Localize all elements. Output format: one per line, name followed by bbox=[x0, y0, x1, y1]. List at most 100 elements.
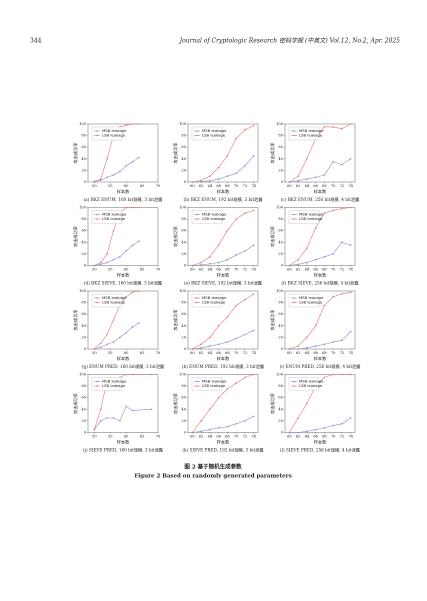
data-point bbox=[332, 296, 334, 298]
data-point bbox=[297, 175, 299, 177]
subplot-caption: (i) ENUM PRED, 256 bit规模, 4 bit泄露 bbox=[280, 363, 362, 370]
legend-box bbox=[288, 210, 320, 224]
x-tick-label: 62 bbox=[296, 351, 301, 355]
data-point bbox=[226, 388, 229, 390]
x-tick-label: 70 bbox=[331, 184, 336, 188]
x-tick-label: 60 bbox=[287, 184, 292, 188]
series-line bbox=[289, 331, 351, 350]
y-tick-label: 80 bbox=[81, 217, 86, 221]
y-tick-label: 60 bbox=[278, 145, 283, 149]
legend-label: MSB leakage bbox=[102, 128, 127, 133]
data-point bbox=[252, 244, 255, 246]
x-tick-label: 74 bbox=[251, 268, 256, 272]
y-tick-label: 40 bbox=[278, 240, 283, 244]
y-tick-label: 0 bbox=[281, 347, 284, 351]
x-tick-label: 60 bbox=[287, 435, 292, 439]
x-tick-label: 60 bbox=[287, 351, 292, 355]
legend-marker bbox=[196, 297, 198, 299]
y-tick-label: 100 bbox=[79, 122, 87, 126]
data-point bbox=[252, 329, 255, 332]
x-tick-label: 74 bbox=[251, 435, 256, 439]
subplot-caption: (h) ENUM PRED, 192 bit规模, 3 bit泄露 bbox=[182, 363, 265, 370]
x-tick-label: 68 bbox=[225, 435, 230, 439]
x-tick-label: 60 bbox=[124, 268, 129, 272]
y-tick-label: 40 bbox=[81, 157, 86, 161]
data-point bbox=[99, 263, 102, 266]
x-tick-label: 50 bbox=[92, 184, 97, 188]
x-tick-label: 66 bbox=[216, 351, 221, 355]
data-point bbox=[150, 408, 153, 411]
y-axis-label: 攻击成功率 bbox=[72, 226, 79, 247]
data-point bbox=[217, 427, 220, 429]
x-tick-label: 50 bbox=[92, 268, 97, 272]
data-point bbox=[323, 304, 326, 307]
y-tick-label: 100 bbox=[179, 206, 187, 210]
y-tick-label: 0 bbox=[281, 431, 284, 435]
data-point bbox=[288, 431, 291, 434]
legend-label: MSB leakage bbox=[299, 212, 324, 217]
data-point bbox=[252, 415, 255, 418]
data-point bbox=[235, 137, 237, 140]
y-tick-label: 20 bbox=[81, 252, 86, 256]
data-point bbox=[200, 347, 202, 349]
data-point bbox=[200, 430, 202, 433]
x-tick-label: 72 bbox=[340, 184, 345, 188]
y-tick-label: 0 bbox=[84, 431, 87, 435]
x-tick-label: 70 bbox=[234, 184, 239, 188]
x-tick-label: 65 bbox=[140, 184, 145, 188]
x-tick-label: 60 bbox=[124, 184, 129, 188]
data-point bbox=[314, 345, 317, 347]
data-point bbox=[314, 325, 317, 327]
data-point bbox=[200, 420, 202, 422]
legend-marker bbox=[196, 134, 198, 137]
x-axis-label: 样本数 bbox=[314, 272, 327, 279]
x-tick-label: 72 bbox=[340, 435, 345, 439]
data-point bbox=[125, 164, 127, 167]
legend-label: MSB leakage bbox=[202, 295, 227, 300]
data-point bbox=[125, 296, 127, 298]
y-tick-label: 0 bbox=[184, 347, 187, 351]
x-tick-label: 70 bbox=[156, 184, 161, 188]
data-point bbox=[252, 155, 255, 157]
legend-marker bbox=[293, 385, 295, 387]
data-point bbox=[314, 176, 317, 179]
plot-frame bbox=[187, 123, 259, 183]
x-tick-label: 62 bbox=[199, 268, 204, 272]
legend-box bbox=[91, 293, 123, 308]
series-line bbox=[192, 330, 254, 350]
data-point bbox=[106, 176, 108, 179]
subplot: 0 20 40 60 80 100 50 55 60 65 70 样本数 攻击成功率 MSB leakag… bbox=[72, 373, 164, 454]
data-point bbox=[323, 174, 326, 176]
data-point bbox=[131, 373, 134, 376]
x-tick-label: 74 bbox=[348, 268, 353, 272]
x-tick-label: 68 bbox=[225, 351, 230, 355]
data-point bbox=[125, 206, 127, 209]
data-point bbox=[93, 428, 96, 431]
legend-box bbox=[191, 210, 223, 224]
series-line bbox=[94, 290, 139, 350]
data-point bbox=[200, 180, 202, 183]
series-line bbox=[289, 241, 351, 266]
data-point bbox=[226, 175, 229, 177]
legend-box bbox=[288, 377, 320, 391]
legend-box bbox=[191, 293, 223, 308]
legend-marker bbox=[96, 380, 98, 383]
legend-marker bbox=[293, 301, 295, 304]
x-tick-label: 66 bbox=[313, 184, 318, 188]
data-point bbox=[252, 124, 255, 127]
y-tick-label: 80 bbox=[181, 301, 186, 305]
legend-marker bbox=[96, 301, 98, 304]
x-axis-label: 样本数 bbox=[117, 355, 130, 362]
legend-marker bbox=[196, 213, 198, 216]
data-point bbox=[306, 402, 308, 405]
legend-marker bbox=[293, 380, 295, 383]
legend-marker bbox=[196, 130, 198, 132]
x-tick-label: 74 bbox=[251, 351, 256, 355]
data-point bbox=[112, 258, 115, 261]
data-point bbox=[349, 123, 352, 125]
data-point bbox=[244, 129, 246, 131]
data-point bbox=[209, 408, 211, 411]
x-tick-label: 64 bbox=[208, 268, 213, 272]
data-point bbox=[93, 180, 96, 183]
